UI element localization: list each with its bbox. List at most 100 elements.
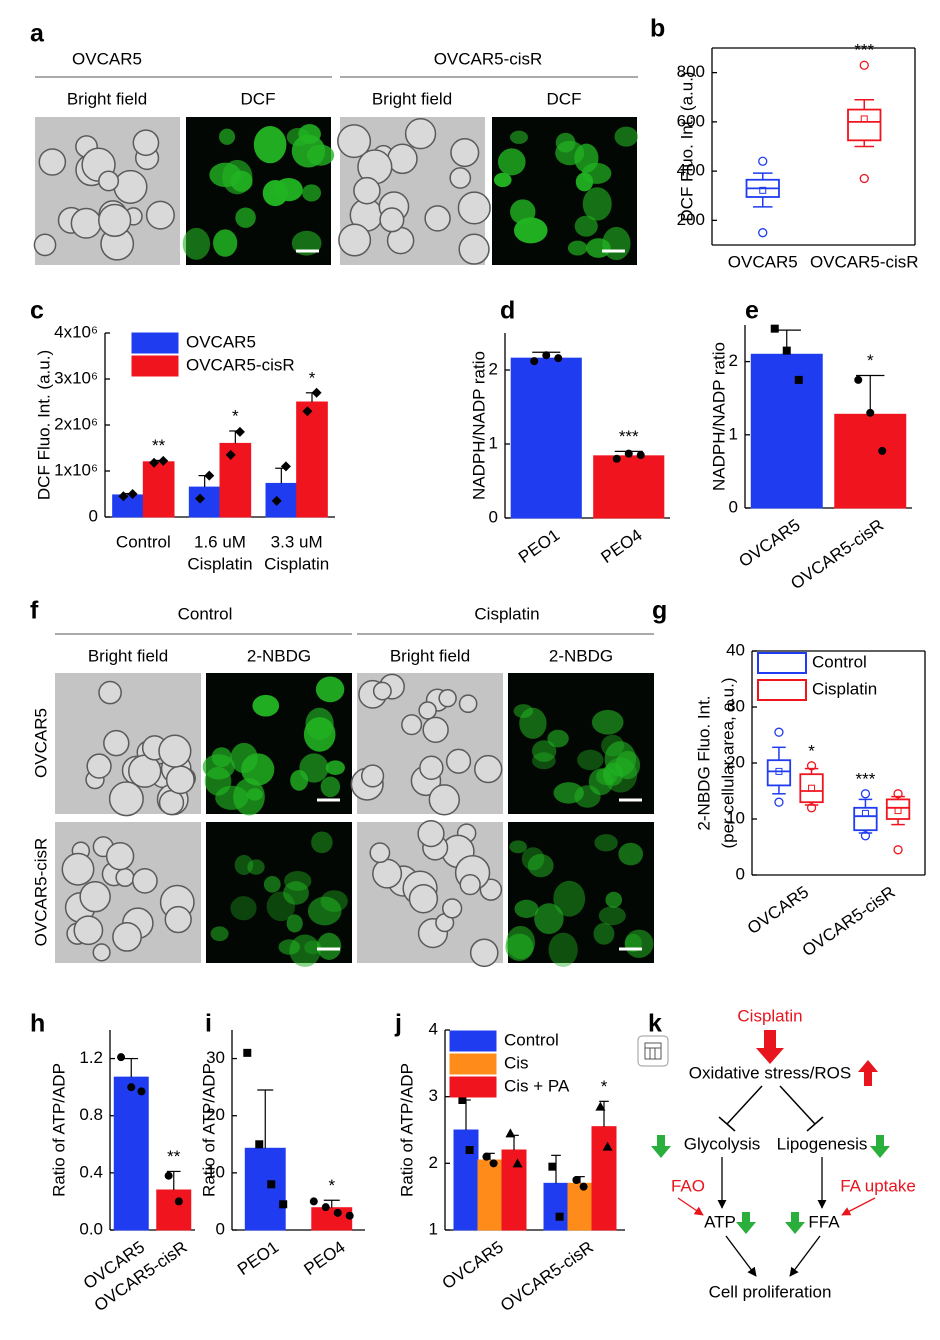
cell <box>182 227 211 260</box>
outlier <box>859 173 869 184</box>
data-point <box>866 408 875 417</box>
data-point <box>542 351 551 360</box>
y-tick-label: 10 <box>206 1162 225 1181</box>
y-tick-label: 0.0 <box>79 1219 103 1238</box>
legend-swatch <box>757 652 807 674</box>
y-tick-label: 30 <box>726 696 745 715</box>
x-tick-label: Cisplatin <box>187 554 252 573</box>
x-tick-label: OVCAR5-cisR <box>787 515 887 593</box>
cell <box>61 852 95 886</box>
cell <box>582 187 612 221</box>
cell <box>594 834 618 852</box>
node-label: FA uptake <box>840 1176 916 1195</box>
data-point <box>118 491 129 502</box>
cell <box>353 176 381 205</box>
y-axis-label: DCF Fluo. Int. (a.u.) <box>34 350 53 500</box>
data-point <box>311 387 322 398</box>
cell <box>418 701 437 720</box>
cell <box>105 841 135 871</box>
cell <box>574 215 598 237</box>
significance-label: * <box>328 1176 335 1195</box>
cell <box>320 776 341 798</box>
y-tick-label: 0 <box>216 1219 225 1238</box>
panel-letter: e <box>745 297 759 325</box>
mean <box>759 186 767 194</box>
y-tick-label: 0 <box>729 497 738 516</box>
y-tick-label: 2 <box>489 359 498 378</box>
cell <box>438 688 457 708</box>
bar <box>142 461 175 518</box>
bar <box>296 401 328 518</box>
cell <box>527 853 554 878</box>
data-point <box>555 1212 564 1221</box>
cell <box>601 734 625 757</box>
bar <box>593 455 665 519</box>
data-point <box>530 357 539 366</box>
y-axis-label: 2-NBDG Fluo. Int. <box>694 695 713 830</box>
bar <box>591 1126 617 1231</box>
box <box>853 806 878 832</box>
cell <box>210 926 229 942</box>
outlier <box>860 831 871 841</box>
y-tick-label: 10 <box>726 808 745 827</box>
mean <box>894 807 902 815</box>
legend-label: OVCAR5 <box>186 332 256 351</box>
cell <box>164 905 192 934</box>
cell <box>604 741 636 777</box>
icon <box>637 1035 669 1067</box>
bar <box>265 482 298 518</box>
inhibit-bar <box>718 1116 736 1132</box>
cell <box>449 167 472 189</box>
data-point <box>554 354 563 363</box>
outlier <box>774 727 784 737</box>
y-tick-label: 2 <box>729 351 738 370</box>
column-label: 2-NBDG <box>247 646 311 665</box>
bar <box>567 1182 593 1231</box>
cell <box>593 922 615 945</box>
data-point <box>302 406 313 417</box>
y-tick-label: 800 <box>677 62 705 81</box>
data-point <box>579 1182 588 1191</box>
cell <box>33 233 57 257</box>
cell <box>286 914 303 933</box>
cell <box>513 217 548 244</box>
mean <box>775 767 783 775</box>
y-tick-label: 400 <box>677 161 705 180</box>
y-axis-label: (per cellular area, a.u.) <box>718 677 737 848</box>
panel-letter: i <box>205 1010 212 1038</box>
cell <box>302 184 322 202</box>
cell <box>567 240 588 256</box>
legend-label: OVCAR5-cisR <box>186 355 295 374</box>
arrow <box>841 1197 876 1216</box>
cell <box>79 880 111 913</box>
arrow <box>789 1235 821 1277</box>
y-tick-label: 2 <box>429 1153 438 1172</box>
y-tick-label: 4x10⁶ <box>54 322 98 341</box>
data-point <box>505 1128 516 1138</box>
x-tick-label: OVCAR5 <box>728 252 798 271</box>
data-point <box>158 455 169 466</box>
arrow <box>756 1030 784 1064</box>
y-tick-label: 1 <box>489 433 498 452</box>
x-tick-label: OVCAR5-cisR <box>497 1237 597 1315</box>
legend-label: Cis <box>504 1053 529 1072</box>
x-tick-label: PEO1 <box>515 525 563 567</box>
data-point <box>234 426 245 437</box>
data-point <box>243 1048 252 1057</box>
node-label: Cell proliferation <box>709 1282 832 1301</box>
cell <box>274 178 303 202</box>
cell <box>284 871 312 891</box>
cell <box>553 880 586 917</box>
cell <box>283 881 309 905</box>
data-point <box>458 1096 467 1104</box>
cell <box>424 205 451 232</box>
cell <box>289 934 321 967</box>
panel-letter: k <box>648 1010 662 1038</box>
cell <box>113 169 148 204</box>
data-point <box>794 375 803 384</box>
node-label: FAO <box>671 1176 705 1195</box>
pathway-diagram: Cisplatin Oxidative stress/ROS Glycolysi… <box>637 1006 916 1301</box>
arrow <box>785 1212 805 1234</box>
x-tick-label: Control <box>116 532 171 551</box>
